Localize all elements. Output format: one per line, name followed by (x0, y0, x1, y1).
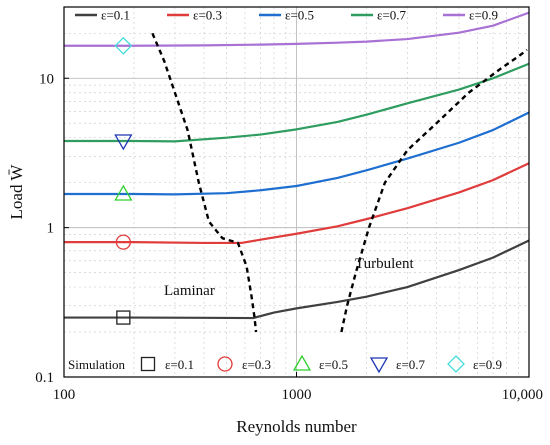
series-line-eps-0-1 (64, 239, 530, 320)
simulation-legend-label-eps-0-3: ε=0.3 (242, 357, 271, 372)
x-tick-label: 10,000 (502, 387, 543, 403)
tick-labels: 100 1000 10,000 0.1 1 10 (35, 71, 543, 403)
simulation-legend: Simulation ε=0.1 ε=0.3 ε=0.5 ε=0.7 ε=0.9 (68, 354, 502, 374)
simulation-legend-marker-eps-0-9 (447, 355, 465, 373)
legend-label-eps-0-1: ε=0.1 (101, 8, 130, 23)
simulation-markers (114, 36, 133, 325)
legend-label-eps-0-5: ε=0.5 (285, 8, 314, 23)
series-line-eps-0-7 (64, 62, 530, 143)
legend-label-eps-0-9: ε=0.9 (469, 8, 498, 23)
region-label-turbulent: Turbulent (355, 256, 414, 272)
x-axis-title: Reynolds number (236, 417, 357, 436)
simulation-marker-eps-0-5 (114, 184, 133, 201)
regime-boundaries (151, 32, 528, 333)
simulation-legend-marker-eps-0-1 (140, 356, 156, 372)
simulation-marker-eps-0-9 (114, 36, 133, 55)
y-tick-label: 0.1 (35, 370, 54, 386)
simulation-legend-label-eps-0-9: ε=0.9 (473, 357, 502, 372)
series-legend: ε=0.1 ε=0.3 ε=0.5 ε=0.7 ε=0.9 (75, 8, 498, 23)
simulation-legend-marker-eps-0-7 (369, 357, 389, 374)
series-line-eps-0-5 (64, 111, 530, 196)
boundary-turbulent (340, 48, 528, 333)
simulation-legend-title: Simulation (68, 357, 126, 372)
simulation-marker-eps-0-7 (114, 134, 133, 151)
plot-frame (63, 6, 530, 378)
legend-label-eps-0-7: ε=0.7 (377, 8, 407, 23)
simulation-legend-marker-eps-0-3 (217, 356, 233, 372)
series-lines (64, 11, 530, 320)
simulation-marker-eps-0-1 (116, 310, 131, 325)
region-labels: Laminar Turbulent (164, 256, 414, 299)
simulation-legend-label-eps-0-5: ε=0.5 (319, 357, 348, 372)
simulation-legend-label-eps-0-1: ε=0.1 (165, 357, 194, 372)
boundary-laminar (151, 32, 258, 333)
x-tick-label: 1000 (282, 387, 312, 403)
y-tick-label: 1 (47, 221, 55, 237)
simulation-legend-marker-eps-0-5 (292, 354, 312, 371)
legend-label-eps-0-3: ε=0.3 (193, 8, 222, 23)
series-line-eps-0-9 (64, 11, 530, 47)
region-label-laminar: Laminar (164, 283, 215, 299)
y-axis-title: Load W̄ (7, 164, 26, 220)
series-line-eps-0-3 (64, 162, 530, 245)
y-tick-label: 10 (39, 71, 54, 87)
simulation-marker-eps-0-3 (115, 234, 132, 250)
simulation-legend-label-eps-0-7: ε=0.7 (396, 357, 426, 372)
x-tick-label: 100 (53, 387, 76, 403)
